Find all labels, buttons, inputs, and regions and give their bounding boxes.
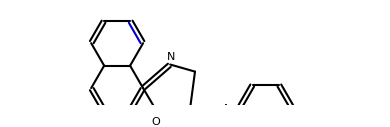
Text: O: O (152, 117, 160, 127)
Text: N: N (167, 52, 176, 62)
